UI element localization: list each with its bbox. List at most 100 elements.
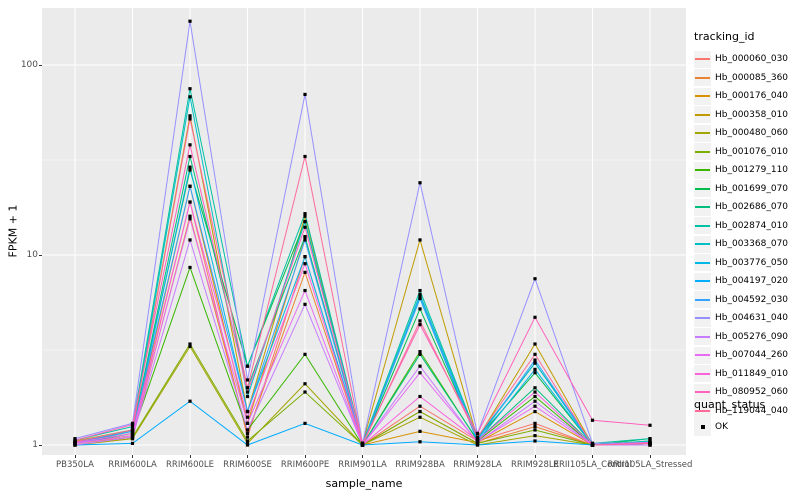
- y-tick-label: 10: [26, 250, 38, 260]
- legend-item-Hb_001076_010: Hb_001076_010: [694, 143, 798, 162]
- legend-item-Hb_002874_010: Hb_002874_010: [694, 217, 798, 236]
- data-point: [418, 364, 422, 368]
- legend-key: [694, 143, 711, 161]
- data-point: [188, 143, 192, 147]
- data-point: [533, 424, 537, 429]
- legend-key-line-icon: [695, 224, 710, 227]
- x-tick-mark: [132, 455, 133, 458]
- x-tick-mark: [592, 455, 593, 458]
- data-point: [533, 277, 537, 281]
- y-tick-mark: [39, 254, 42, 256]
- legend-item-Hb_000358_010: Hb_000358_010: [694, 106, 798, 125]
- data-point: [648, 443, 652, 447]
- data-point: [418, 440, 422, 444]
- data-point: [533, 352, 537, 356]
- data-point: [418, 415, 422, 419]
- data-point: [533, 409, 537, 414]
- x-tick-mark: [74, 455, 76, 458]
- legend-key-line-icon: [695, 280, 710, 283]
- legend-item-Hb_001279_110: Hb_001279_110: [694, 161, 798, 180]
- data-point: [418, 238, 422, 242]
- legend-key-line-icon: [695, 169, 710, 172]
- legend-item-Hb_005276_090: Hb_005276_090: [694, 328, 798, 347]
- legend-item-label: Hb_005276_090: [715, 331, 789, 342]
- data-point: [245, 386, 250, 390]
- data-point: [590, 443, 595, 447]
- legend-item-label: Hb_002686_070: [715, 202, 789, 213]
- data-point: [533, 342, 537, 346]
- legend-item-label: Hb_001699_070: [715, 183, 789, 194]
- legend-item-Hb_000060_030: Hb_000060_030: [694, 50, 798, 69]
- data-point: [418, 409, 422, 414]
- x-tick-label: RRIM928LE: [511, 460, 559, 470]
- legend-key: [694, 106, 711, 124]
- x-tick-mark: [247, 455, 248, 458]
- data-point: [245, 439, 250, 443]
- legend-key: [694, 180, 711, 198]
- data-point: [418, 404, 422, 408]
- data-point: [590, 418, 595, 422]
- legend-item-label: Hb_002874_010: [715, 220, 789, 231]
- data-point: [418, 292, 422, 297]
- data-point: [648, 437, 652, 441]
- ok-point-key: [694, 418, 711, 436]
- data-point: [188, 399, 192, 403]
- data-point: [245, 428, 250, 432]
- legend-key: [694, 272, 711, 290]
- legend-item-Hb_080952_060: Hb_080952_060: [694, 383, 798, 402]
- x-tick-label: RRIM600PE: [280, 460, 330, 470]
- legend-quant-status: quant_status OK: [694, 398, 798, 437]
- legend-item-Hb_007044_260: Hb_007044_260: [694, 346, 798, 365]
- legend-key-line-icon: [695, 187, 710, 190]
- data-point: [533, 404, 537, 408]
- data-point: [418, 288, 422, 293]
- legend-item-label: Hb_007044_260: [715, 350, 789, 361]
- data-point: [188, 154, 192, 159]
- legend-item-label: Hb_001279_110: [715, 165, 789, 176]
- data-point: [73, 440, 77, 444]
- x-tick-mark: [189, 455, 191, 458]
- x-tick-label: PB350LA: [56, 460, 94, 470]
- legend-key: [694, 383, 711, 401]
- data-point: [303, 225, 307, 229]
- data-point: [245, 394, 250, 399]
- data-point: [245, 435, 250, 439]
- data-point: [188, 217, 192, 221]
- legend-item-Hb_001699_070: Hb_001699_070: [694, 180, 798, 199]
- legend-key-line-icon: [695, 335, 710, 338]
- data-point: [475, 431, 480, 436]
- data-point: [188, 168, 192, 172]
- data-point: [418, 371, 422, 375]
- x-tick-mark: [649, 455, 651, 458]
- legend-key: [694, 161, 711, 179]
- data-point: [303, 270, 307, 274]
- legend-item-label: Hb_119044_040: [715, 405, 789, 416]
- legend-key: [694, 217, 711, 235]
- plot-canvas: [42, 8, 686, 455]
- y-tick-label: 1: [32, 440, 38, 450]
- data-point: [188, 165, 192, 169]
- legend-key-line-icon: [695, 95, 710, 98]
- legend-key: [694, 124, 711, 142]
- legend-key-line-icon: [695, 298, 710, 301]
- legend-key: [694, 235, 711, 253]
- data-point: [533, 390, 537, 394]
- legend-key: [694, 198, 711, 216]
- data-point: [130, 441, 135, 445]
- data-point: [188, 19, 192, 23]
- data-point: [188, 114, 192, 118]
- data-point: [533, 399, 537, 403]
- data-point: [303, 219, 307, 224]
- data-point: [245, 431, 250, 436]
- data-point: [188, 95, 192, 99]
- legend-key: [694, 254, 711, 272]
- legend-item-label: Hb_011849_010: [715, 368, 789, 379]
- data-point: [245, 443, 250, 447]
- data-point: [188, 184, 192, 188]
- legend-item-label: Hb_004592_030: [715, 294, 789, 305]
- data-point: [418, 352, 422, 356]
- legend-item-Hb_002686_070: Hb_002686_070: [694, 198, 798, 217]
- y-tick-mark: [39, 64, 42, 66]
- data-point: [533, 439, 537, 443]
